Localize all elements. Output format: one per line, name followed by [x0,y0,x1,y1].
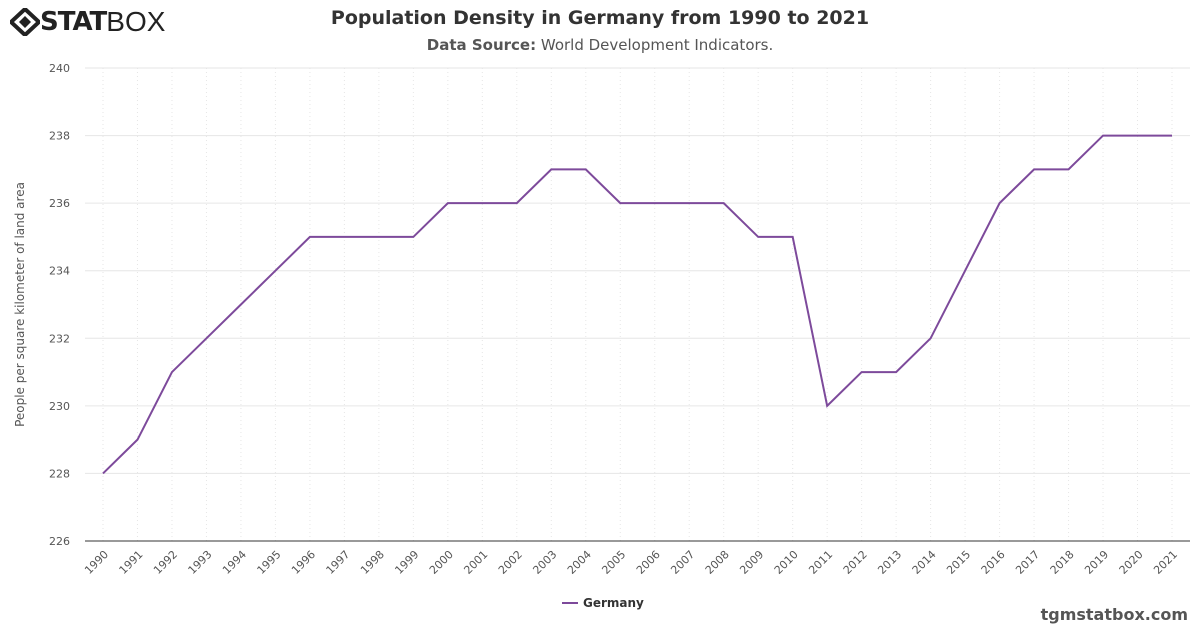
x-tick-label: 1992 [151,548,180,577]
logo-text-bold: STAT [40,7,107,37]
x-tick-label: 2002 [496,548,525,577]
y-tick-label: 228 [49,467,70,480]
x-tick-label: 2009 [737,548,766,577]
series-line-germany [102,134,1172,475]
x-tick-label: 1996 [289,548,318,577]
x-tick-label: 1991 [117,548,146,577]
x-tick-label: 1999 [392,548,421,577]
x-tick-label: 2016 [979,548,1008,577]
x-tick-label: 1995 [255,548,284,577]
x-tick-label: 2003 [530,548,559,577]
y-tick-label: 234 [49,265,70,278]
x-tick-label: 2005 [599,548,628,577]
source-value: World Development Indicators. [540,36,774,54]
y-tick-label: 226 [49,535,70,548]
x-tick-label: 1994 [220,548,249,577]
x-tick-label: 2019 [1082,548,1111,577]
y-tick-label: 230 [49,400,70,413]
x-tick-label: 2015 [944,548,973,577]
x-tick-label: 2006 [634,548,663,577]
x-tick-label: 2011 [806,548,835,577]
x-tick-label: 1998 [358,548,387,577]
legend-label: Germany [583,596,644,610]
x-tick-label: 2001 [461,548,490,577]
x-tick-label: 2017 [1013,548,1042,577]
y-axis-title: People per square kilometer of land area [13,182,27,427]
x-tick-label: 2012 [841,548,870,577]
y-tick-label: 240 [49,62,70,75]
x-tick-label: 2000 [427,548,456,577]
x-tick-label: 1993 [186,548,215,577]
chart-subtitle: Data Source: World Development Indicator… [0,36,1200,54]
x-tick-label: 2021 [1151,548,1180,577]
logo-text-light: BOX [106,6,166,37]
x-tick-label: 2010 [772,548,801,577]
x-tick-label: 2018 [1048,548,1077,577]
source-label: Data Source: [426,36,537,54]
x-tick-label: 1990 [82,548,111,577]
diamond-logo-icon [10,8,40,36]
statbox-logo: STAT BOX [10,6,165,38]
y-tick-label: 236 [49,197,70,210]
x-tick-label: 1997 [324,548,353,577]
x-tick-label: 2020 [1117,548,1146,577]
y-tick-label: 238 [49,130,70,143]
x-tick-label: 2008 [703,548,732,577]
x-tick-label: 2014 [910,548,939,577]
x-tick-label: 2004 [565,548,594,577]
chart-title: Population Density in Germany from 1990 … [330,7,870,29]
y-tick-label: 232 [49,332,70,345]
x-tick-label: 2013 [875,548,904,577]
x-tick-label: 2007 [668,548,697,577]
site-credit: tgmstatbox.com [1040,605,1188,624]
